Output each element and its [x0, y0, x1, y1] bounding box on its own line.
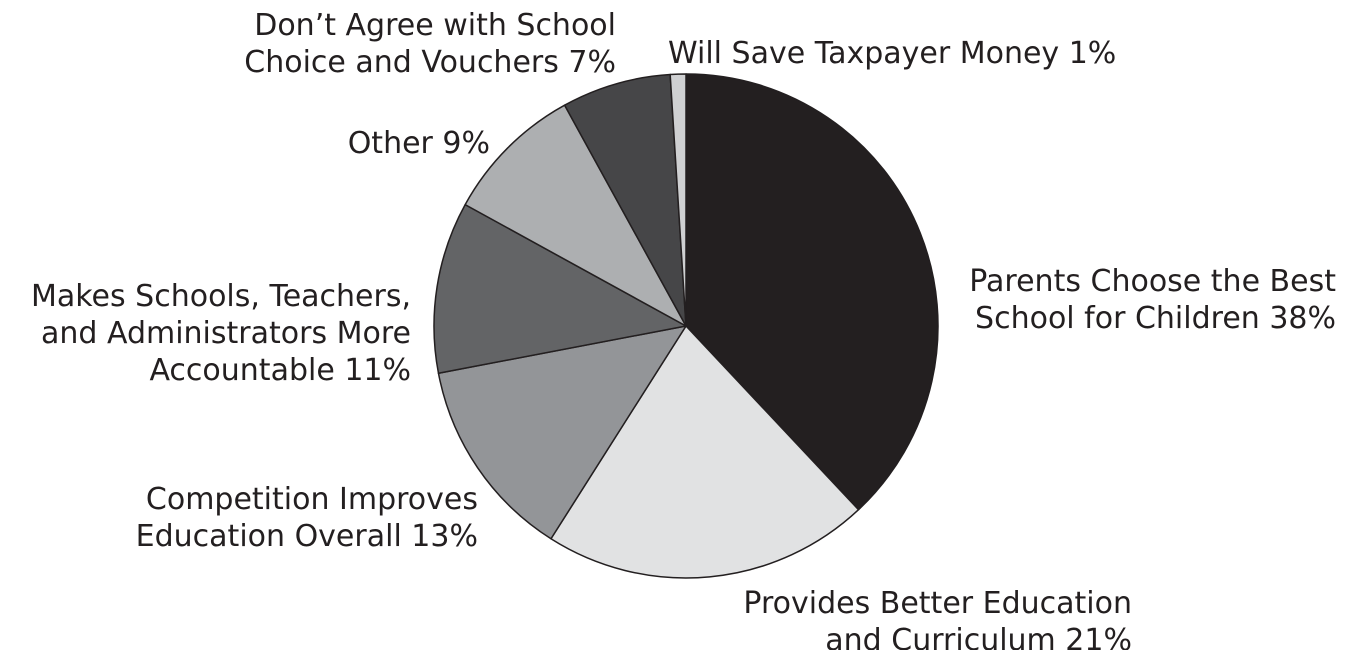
- pie-slice-label-line: Other 9%: [348, 126, 490, 161]
- pie-slice-label-line: Education Overall 13%: [136, 519, 478, 554]
- pie-slice-label-line: Provides Better Education: [743, 586, 1132, 621]
- pie-slice-label-line: Competition Improves: [146, 482, 478, 517]
- pie-slice-label: Will Save Taxpayer Money 1%: [668, 36, 1116, 71]
- pie-slice-label: Don’t Agree with School Choice and Vouche…: [244, 8, 616, 80]
- pie-slice: [550, 325, 860, 579]
- pie-slice: [563, 73, 687, 327]
- pie-slice-label-line: Will Save Taxpayer Money 1%: [668, 36, 1116, 71]
- pie-slice-label-line: Makes Schools, Teachers,: [31, 279, 411, 314]
- pie-slice: [685, 73, 939, 511]
- pie-slice: [437, 325, 687, 540]
- pie-slice-label-line: and Curriculum 21%: [825, 623, 1132, 650]
- pie-slice-label-line: Accountable 11%: [149, 353, 411, 388]
- pie-slice-label: Makes Schools, Teachers, and Administrato…: [31, 279, 411, 388]
- pie-slice: [464, 104, 687, 327]
- pie-slice-label-line: and Administrators More: [41, 316, 411, 351]
- pie-slice-label: Parents Choose the Best School for Childr…: [969, 264, 1336, 336]
- pie-slice-label: Other 9%: [348, 126, 490, 161]
- pie-labels: Parents Choose the Best School for Childr…: [31, 8, 1336, 650]
- pie-slice-label-line: Parents Choose the Best: [969, 264, 1336, 299]
- pie-slice-label-line: Choice and Vouchers 7%: [244, 45, 616, 80]
- pie-slice: [669, 73, 687, 327]
- pie-slice-label: Provides Better Education and Curriculum …: [743, 586, 1132, 650]
- pie-slice-label: Competition Improves Education Overall 13…: [136, 482, 478, 554]
- pie-slices: [433, 73, 939, 579]
- pie-slice-label-line: Don’t Agree with School: [254, 8, 616, 43]
- pie-slice: [433, 203, 687, 374]
- pie-slice-label-line: School for Children 38%: [975, 301, 1336, 336]
